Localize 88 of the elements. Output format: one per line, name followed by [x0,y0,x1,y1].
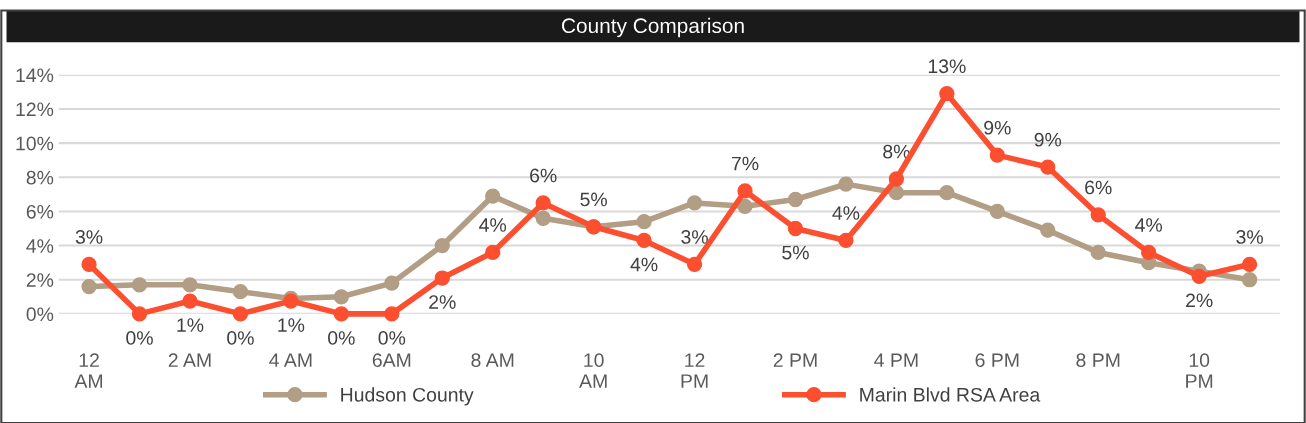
point [939,86,955,102]
point [485,244,501,261]
point [232,284,249,300]
point [888,171,905,187]
x-tick-label: 6AM [372,353,411,368]
data-label: 0% [378,331,406,345]
chart-title: County Comparison [562,17,744,38]
data-label: 4% [630,257,658,272]
point [686,256,703,272]
point [1090,207,1106,223]
point [787,220,804,237]
x-tick-label: 6 PM [975,353,1019,368]
y-tick-label: 14% [16,68,54,83]
data-label: 0% [328,331,355,345]
point [384,306,400,322]
data-label: 4% [479,218,507,232]
point [1040,222,1056,238]
point [434,270,450,286]
point [636,232,652,249]
point [787,191,804,208]
x-tick-label: 2 PM [773,353,817,367]
point [81,256,97,272]
point [737,198,753,214]
y-tick-label: 2% [26,273,54,287]
y-tick-label: 12% [16,102,54,117]
point [182,277,198,293]
y-tick-label: 4% [26,239,54,253]
data-label: 0% [227,331,254,345]
point [81,278,97,295]
point [1241,272,1258,288]
data-label: 3% [1236,230,1263,244]
data-label: 4% [832,206,860,220]
data-label: 6% [1085,180,1112,195]
data-label: 5% [580,192,607,207]
x-tick-label: 12 PM [681,353,708,388]
x-tick-label: 8 AM [471,353,514,368]
point [1141,244,1157,261]
data-label: 13% [928,59,966,74]
point [333,289,349,305]
data-label: 2% [429,295,456,309]
point [636,214,652,230]
data-label: 3% [681,230,708,244]
y-tick-label: 6% [26,204,54,219]
point [888,185,905,201]
point [333,306,349,322]
point [737,183,753,199]
data-label: 1% [278,318,305,332]
data-label: 7% [731,156,759,171]
point [1191,268,1207,284]
data-label: 6% [530,168,557,183]
point [384,275,400,291]
point [1241,256,1258,272]
data-label: 0% [126,331,153,345]
x-tick-label: 2 AM [168,353,211,367]
point [989,203,1005,220]
x-tick-label: 10 PM [1186,353,1213,388]
point [535,195,551,211]
data-label: 1% [177,318,204,332]
point [131,277,148,293]
legend-label: Marin Blvd RSA Area [860,387,1041,402]
y-tick-label: 8% [26,170,54,185]
point [1040,159,1056,175]
data-label: 9% [1034,132,1062,147]
data-label: 2% [1186,293,1213,308]
data-label: 4% [1135,218,1163,232]
point [989,147,1005,163]
point [535,210,551,226]
y-tick-label: 10% [16,136,54,151]
point [939,185,955,201]
x-tick-label: 12 AM [74,353,103,388]
x-tick-label: 8 PM [1076,353,1120,368]
point [686,195,703,211]
point [434,237,450,254]
point [838,232,854,249]
x-tick-label: 10 AM [579,353,607,388]
point [131,306,148,322]
legend-label: Hudson County [341,387,474,406]
point [838,176,854,192]
point [182,293,198,309]
point [1090,244,1106,261]
x-tick-label: 4 AM [269,353,312,367]
data-label: 3% [75,230,103,244]
point [232,306,249,322]
data-label: 9% [984,120,1011,135]
x-tick-label: 4 PM [874,353,918,367]
y-tick-label: 0% [26,307,54,322]
point [485,188,501,204]
data-label: 5% [782,245,809,260]
